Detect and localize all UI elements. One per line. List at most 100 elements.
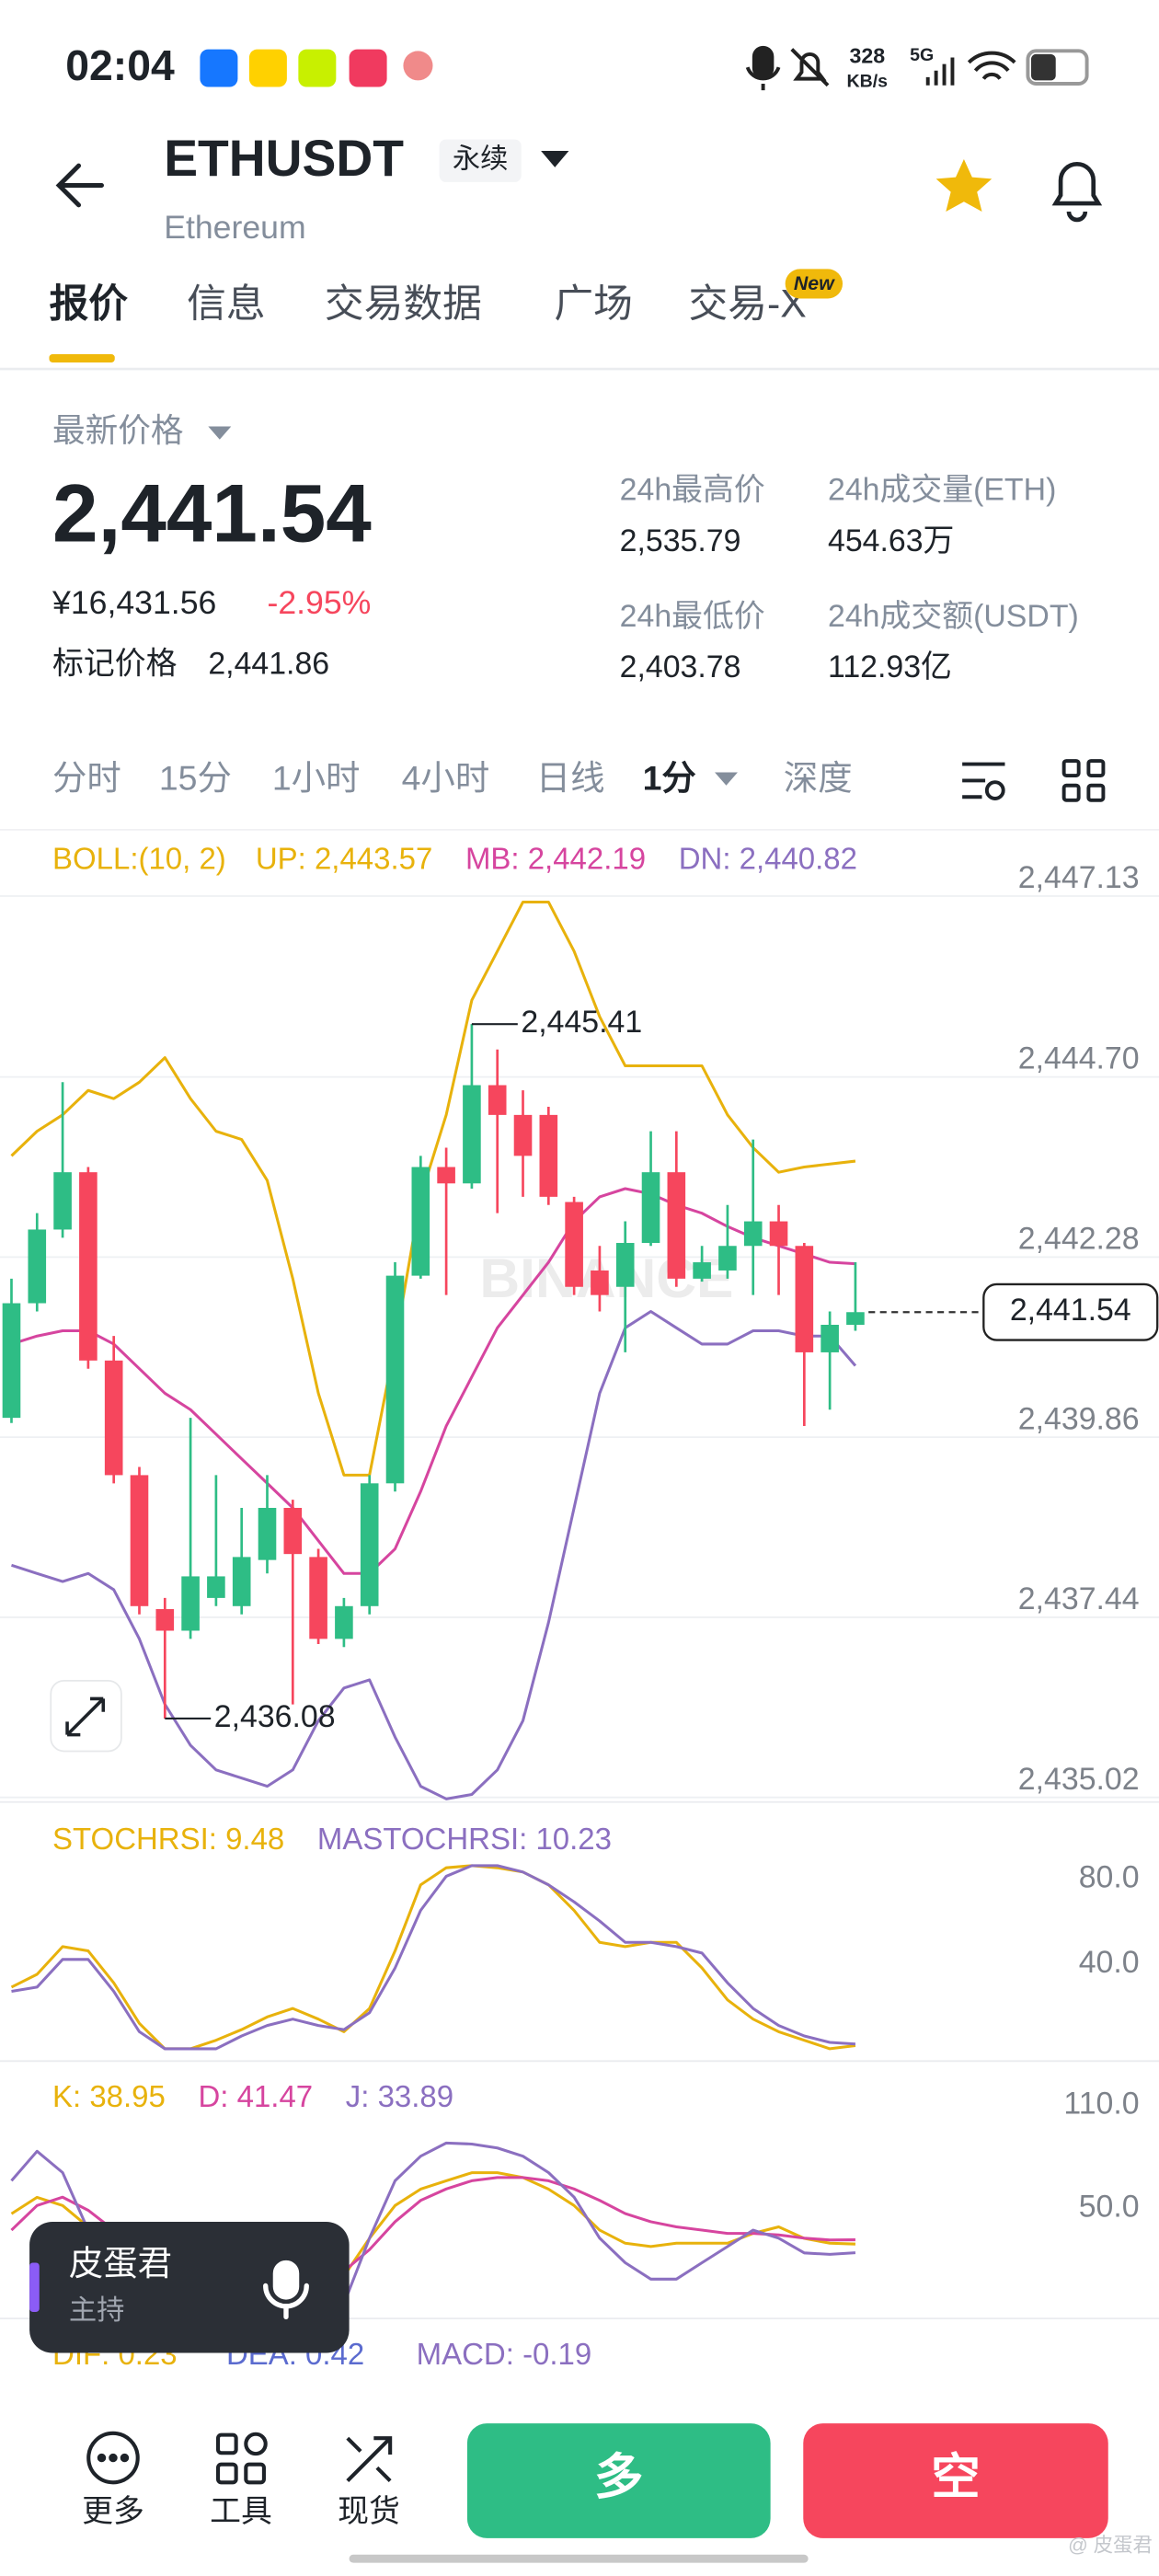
last-price-box <box>982 1282 1159 1341</box>
stat-value: 112.93亿 <box>828 650 952 684</box>
candle-body <box>283 1508 303 1555</box>
chart-settings[interactable] <box>962 762 1005 800</box>
candle-body <box>463 1085 481 1184</box>
candle-body <box>513 1114 533 1156</box>
mark-price-label: 标记价格 <box>52 647 178 682</box>
price-dropdown[interactable] <box>208 426 232 440</box>
host-role: 主持 <box>69 2294 125 2326</box>
legend-item: STOCHRSI: 9.48 <box>52 1822 284 1856</box>
interval-dropdown[interactable] <box>715 772 738 786</box>
candle-body <box>258 1508 277 1560</box>
candle-body <box>2 1303 21 1419</box>
contract-badge <box>439 139 522 182</box>
candle-body <box>795 1246 814 1352</box>
candle-body <box>28 1229 47 1304</box>
net-type: 5G <box>910 45 934 65</box>
y-tick-label: 2,437.44 <box>1018 1581 1140 1616</box>
indicator-line <box>10 1864 856 2051</box>
intervals: 分时 15分 1小时 4小时 日线 1分 深度 <box>52 758 853 797</box>
candle-body <box>232 1557 251 1606</box>
new-badge <box>785 269 843 299</box>
symbol: ETHUSDT <box>164 130 404 187</box>
extreme-label: 2,436.08 <box>214 1699 336 1734</box>
short-button[interactable] <box>803 2423 1108 2538</box>
host-name: 皮蛋君 <box>69 2244 172 2283</box>
candle-body <box>488 1085 507 1115</box>
candle-body <box>155 1609 175 1631</box>
candle-body <box>360 1483 379 1606</box>
nav-label[interactable]: 现货 <box>338 2494 400 2529</box>
candle-body <box>411 1167 430 1276</box>
stat-value: 2,535.79 <box>620 523 741 558</box>
status-app-icons <box>200 49 433 87</box>
candle-body <box>335 1605 353 1639</box>
candle-body <box>79 1172 98 1361</box>
tab[interactable]: 报价 <box>49 282 128 327</box>
candle-body <box>846 1312 865 1326</box>
tab[interactable]: 信息 <box>187 282 266 327</box>
short-button-label[interactable]: 空 <box>931 2451 980 2505</box>
home-indicator <box>349 2554 809 2563</box>
y-tick-label: 40.0 <box>1079 1945 1140 1980</box>
long-button-label[interactable]: 多 <box>594 2451 643 2505</box>
interval[interactable]: 1小时 <box>272 758 361 797</box>
candle-body <box>615 1243 635 1287</box>
candle-body <box>437 1167 455 1184</box>
status-right-icons <box>745 45 1089 91</box>
y-tick-label: 110.0 <box>1063 2086 1139 2121</box>
fullscreen-button[interactable] <box>50 1679 122 1753</box>
interval[interactable]: 深度 <box>784 758 853 797</box>
contract-type: 永续 <box>453 144 509 175</box>
asset-name: Ethereum <box>164 209 305 246</box>
net-unit: KB/s <box>846 71 888 91</box>
alert-bell[interactable] <box>1051 162 1103 223</box>
indicator-line <box>11 1864 856 2051</box>
interval[interactable]: 日线 <box>536 758 605 797</box>
mark-price: 2,441.86 <box>208 647 329 682</box>
indicator-title: BOLL:(10, 2) <box>52 841 226 875</box>
candle-body <box>820 1325 839 1352</box>
nav-label[interactable]: 工具 <box>210 2494 272 2529</box>
candle-body <box>130 1475 149 1606</box>
legend-item: UP: 2,443.57 <box>256 841 432 875</box>
status-time: 02:04 <box>65 41 175 89</box>
tab[interactable]: 交易数据 <box>325 282 482 327</box>
candle-body <box>565 1202 583 1287</box>
y-tick-label: 2,444.70 <box>1018 1041 1140 1076</box>
stat-label: 24h最高价 <box>620 473 765 508</box>
y-tick-label: 80.0 <box>1079 1859 1140 1894</box>
price-change: -2.95% <box>267 584 371 621</box>
legend-item: MASTOCHRSI: 10.23 <box>317 1822 612 1856</box>
symbol-dropdown[interactable] <box>541 151 569 167</box>
stat-label: 24h成交额(USDT) <box>828 599 1079 634</box>
layout-toggle[interactable] <box>1061 759 1106 802</box>
tab[interactable]: 广场 <box>554 282 633 327</box>
candle-body <box>641 1172 660 1244</box>
macd-legend-item: MACD: -0.19 <box>417 2337 592 2371</box>
interval[interactable]: 15分 <box>159 758 232 797</box>
host-widget[interactable]: 皮蛋君 主持 <box>29 2221 350 2353</box>
corner-watermark: @ 皮蛋君 <box>1068 2534 1153 2556</box>
nav-label[interactable]: 更多 <box>82 2494 144 2529</box>
new-badge-text: New <box>794 272 835 294</box>
stat-label: 24h成交量(ETH) <box>828 473 1056 508</box>
candle-body <box>207 1576 225 1598</box>
y-tick-label: 2,442.28 <box>1018 1222 1140 1257</box>
candle-body <box>769 1221 788 1247</box>
net-speed: 328 <box>849 44 885 68</box>
interval[interactable]: 分时 <box>52 758 121 797</box>
y-tick-label: 2,447.13 <box>1018 860 1140 895</box>
interval[interactable]: 4小时 <box>402 758 490 797</box>
cny-price: ¥16,431.56 <box>52 584 216 621</box>
candle-body <box>693 1262 711 1279</box>
long-button[interactable] <box>466 2423 771 2538</box>
legend-item: MB: 2,442.19 <box>465 841 646 875</box>
stats: 24h最高价 2,535.79 24h成交量(ETH) 454.63万 24h最… <box>620 473 1079 684</box>
interval[interactable]: 1分 <box>643 758 696 797</box>
back-button[interactable] <box>55 163 104 208</box>
favorite-star[interactable] <box>935 158 993 212</box>
charts: 2,447.13 2,444.70 2,442.28 2,439.86 2,437.44… <box>0 841 1159 2314</box>
candle-body <box>667 1172 686 1279</box>
y-tick-label: 50.0 <box>1079 2190 1140 2225</box>
